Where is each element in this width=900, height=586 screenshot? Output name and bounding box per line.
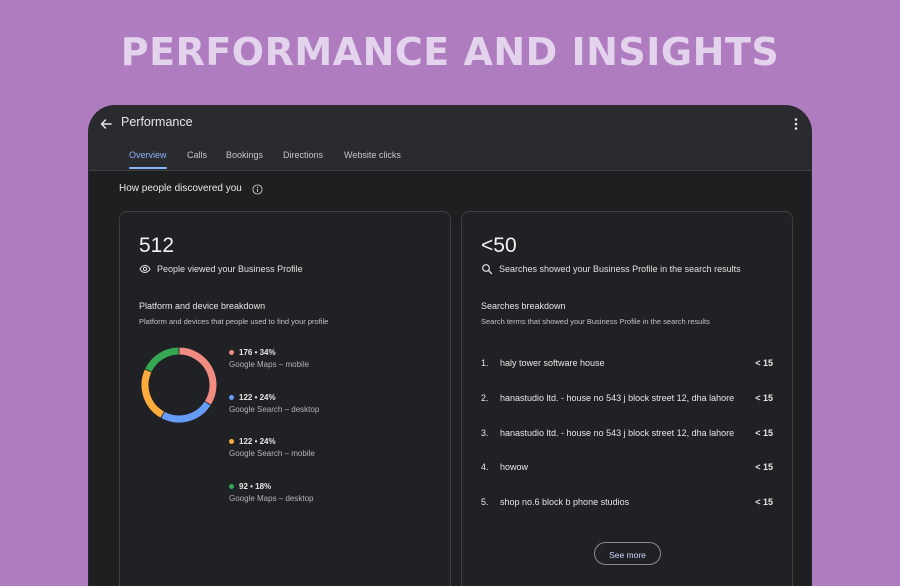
donut-segment bbox=[161, 401, 211, 423]
legend-value: 176 • 34% bbox=[239, 348, 276, 357]
search-term: hanastudio ltd. - house no 543 j block s… bbox=[500, 428, 735, 438]
search-count: < 15 bbox=[755, 358, 773, 368]
banner-title: PERFORMANCE AND INSIGHTS bbox=[120, 30, 780, 74]
header-divider bbox=[89, 170, 811, 171]
row-index: 5. bbox=[481, 497, 489, 507]
profile-views-stat: People viewed your Business Profile bbox=[139, 263, 303, 275]
platform-donut-chart bbox=[141, 347, 217, 423]
row-index: 4. bbox=[481, 462, 489, 472]
tab-bar: Overview Calls Bookings Directions Websi… bbox=[89, 150, 811, 170]
legend-label: Google Maps – desktop bbox=[229, 494, 314, 503]
legend-item: 176 • 34% Google Maps – mobile bbox=[229, 348, 389, 369]
active-tab-indicator bbox=[129, 167, 167, 169]
app-header: Performance Overview Calls Bookings Dire… bbox=[89, 106, 811, 170]
legend-value: 92 • 18% bbox=[239, 482, 272, 491]
search-term-row[interactable]: 5. shop no.6 block b phone studios < 15 bbox=[481, 495, 773, 509]
legend-item: 122 • 24% Google Search – mobile bbox=[229, 437, 389, 458]
more-vertical-icon[interactable] bbox=[791, 116, 801, 132]
row-index: 2. bbox=[481, 393, 489, 403]
search-term: howow bbox=[500, 462, 529, 472]
legend-item: 92 • 18% Google Maps – desktop bbox=[229, 482, 389, 503]
tab-directions[interactable]: Directions bbox=[283, 150, 324, 160]
donut-segment bbox=[145, 347, 179, 372]
page-title: Performance bbox=[121, 115, 193, 129]
search-icon bbox=[482, 264, 493, 275]
donut-segment bbox=[179, 347, 217, 405]
search-term-row[interactable]: 3. hanastudio ltd. - house no 543 j bloc… bbox=[481, 426, 773, 440]
tab-website-clicks[interactable]: Website clicks bbox=[344, 150, 401, 160]
legend-label: Google Search – desktop bbox=[229, 405, 320, 414]
device-frame: Performance Overview Calls Bookings Dire… bbox=[89, 106, 811, 586]
legend-dot bbox=[229, 439, 234, 444]
legend-label: Google Search – mobile bbox=[229, 449, 315, 458]
searches-breakdown-description: Search terms that showed your Business P… bbox=[481, 317, 710, 326]
info-icon[interactable] bbox=[252, 184, 263, 195]
legend-dot bbox=[229, 395, 234, 400]
arrow-left-icon[interactable] bbox=[98, 116, 114, 132]
search-term-row[interactable]: 2. hanastudio ltd. - house no 543 j bloc… bbox=[481, 391, 773, 405]
legend-item: 122 • 24% Google Search – desktop bbox=[229, 393, 389, 414]
search-term: shop no.6 block b phone studios bbox=[500, 497, 630, 507]
search-count: < 15 bbox=[755, 393, 773, 403]
donut-segment bbox=[141, 369, 165, 418]
searches-label: Searches showed your Business Profile in… bbox=[499, 264, 741, 274]
searches-breakdown-title: Searches breakdown bbox=[481, 301, 566, 311]
tab-overview[interactable]: Overview bbox=[129, 150, 167, 160]
profile-views-label: People viewed your Business Profile bbox=[157, 264, 303, 274]
search-term: hanastudio ltd. - house no 543 j block s… bbox=[500, 393, 735, 403]
searches-card: <50 Searches showed your Business Profil… bbox=[461, 211, 793, 586]
legend-value: 122 • 24% bbox=[239, 437, 276, 446]
breakdown-title: Platform and device breakdown bbox=[139, 301, 266, 311]
tab-bookings[interactable]: Bookings bbox=[226, 150, 264, 160]
profile-views-count: 512 bbox=[139, 234, 175, 257]
row-index: 1. bbox=[481, 358, 489, 368]
search-term: haly tower software house bbox=[500, 358, 605, 368]
breakdown-description: Platform and devices that people used to… bbox=[139, 317, 329, 326]
see-more-button[interactable]: See more bbox=[594, 542, 661, 565]
profile-views-card: 512 People viewed your Business Profile … bbox=[119, 211, 451, 586]
row-index: 3. bbox=[481, 428, 489, 438]
search-term-row[interactable]: 4. howow < 15 bbox=[481, 460, 773, 474]
tab-calls[interactable]: Calls bbox=[187, 150, 208, 160]
search-term-row[interactable]: 1. haly tower software house < 15 bbox=[481, 356, 773, 370]
search-count: < 15 bbox=[755, 497, 773, 507]
section-title: How people discovered you bbox=[119, 183, 242, 194]
eye-icon bbox=[139, 264, 151, 274]
legend-dot bbox=[229, 350, 234, 355]
legend-value: 122 • 24% bbox=[239, 393, 276, 402]
search-count: < 15 bbox=[755, 462, 773, 472]
search-count: < 15 bbox=[755, 428, 773, 438]
searches-stat: Searches showed your Business Profile in… bbox=[481, 263, 741, 275]
legend-dot bbox=[229, 484, 234, 489]
searches-count: <50 bbox=[481, 234, 517, 257]
legend-label: Google Maps – mobile bbox=[229, 360, 310, 369]
main-content: How people discovered you 512 People vie… bbox=[89, 171, 811, 586]
